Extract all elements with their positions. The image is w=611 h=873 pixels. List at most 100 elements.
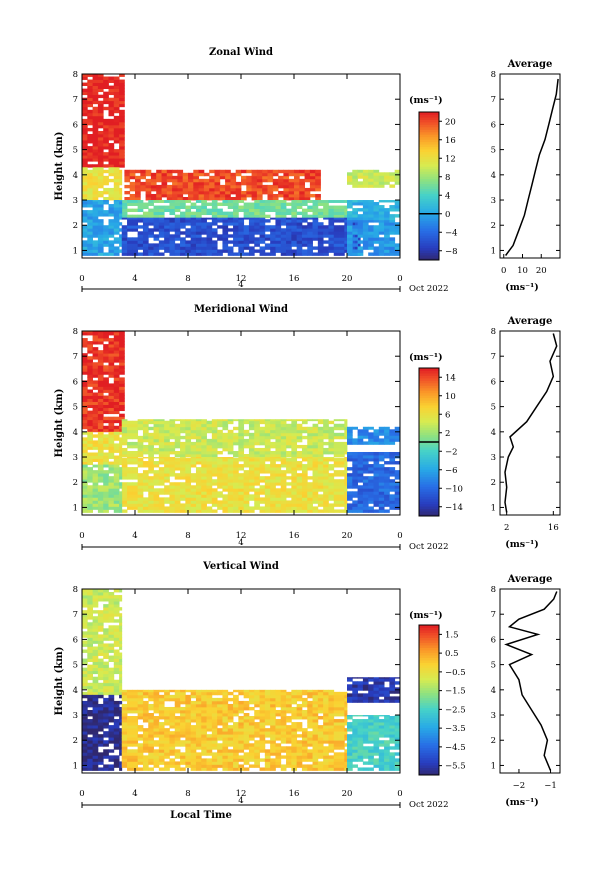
- heatmap-cell: [132, 725, 139, 729]
- heatmap-cell: [82, 746, 88, 750]
- heatmap-cell: [97, 709, 104, 714]
- heatmap-cell: [233, 482, 239, 486]
- heatmap-cell: [97, 652, 104, 656]
- heatmap-cell: [384, 231, 390, 235]
- heatmap-cell: [227, 447, 234, 452]
- heatmap-cell: [389, 231, 396, 235]
- heatmap-cell: [195, 479, 202, 483]
- heatmap-cell: [103, 97, 109, 102]
- heatmap-cell: [339, 432, 345, 437]
- heatmap-cell: [124, 172, 131, 177]
- heatmap-cell: [280, 719, 287, 723]
- heatmap-cell: [169, 737, 176, 741]
- heatmap-cell: [275, 689, 282, 693]
- heatmap-cell: [137, 734, 144, 738]
- heatmap-cell: [352, 441, 358, 445]
- heatmap-cell: [378, 479, 385, 483]
- heatmap-cell: [328, 222, 335, 226]
- heatmap-cell: [243, 243, 250, 247]
- heatmap-cell: [119, 74, 125, 77]
- heatmap-cell: [142, 479, 149, 483]
- heatmap-cell: [286, 461, 292, 465]
- heatmap-cell: [92, 740, 99, 744]
- heatmap-cell: [296, 426, 303, 431]
- heatmap-cell: [185, 737, 192, 741]
- heatmap-cell: [347, 429, 353, 433]
- heatmap-cell: [195, 228, 202, 232]
- heatmap-cell: [227, 716, 234, 720]
- heatmap-cell: [92, 368, 99, 372]
- heatmap-cell: [190, 700, 197, 705]
- heatmap-cell: [161, 178, 168, 183]
- heatmap-cell: [270, 249, 276, 253]
- heatmap-cell: [291, 211, 298, 216]
- heatmap-cell: [286, 728, 292, 732]
- heatmap-cell: [373, 482, 380, 486]
- heatmap-cell: [97, 425, 104, 430]
- heatmap-cell: [259, 234, 266, 238]
- heatmap-cell: [108, 130, 115, 135]
- heatmap-cell: [309, 181, 316, 186]
- heatmap-cell: [206, 476, 213, 480]
- heatmap-cell: [113, 175, 120, 180]
- heatmap-cell: [87, 395, 93, 399]
- heatmap-cell: [275, 219, 282, 223]
- heatmap-cell: [352, 172, 358, 176]
- heatmap-cell: [333, 509, 340, 513]
- heatmap-cell: [97, 758, 104, 762]
- heatmap-cell: [127, 240, 133, 244]
- heatmap-cell: [142, 243, 149, 247]
- heatmap-cell: [132, 461, 139, 465]
- heatmap-cell: [291, 458, 298, 462]
- heatmap-cell: [262, 190, 268, 195]
- heatmap-cell: [164, 479, 170, 483]
- heatmap-cell: [280, 485, 287, 489]
- heatmap-cell: [87, 410, 93, 415]
- heatmap-cell: [97, 338, 104, 342]
- heatmap-cell: [333, 767, 340, 771]
- heatmap-cell: [153, 509, 160, 513]
- heatmap-cell: [328, 719, 335, 723]
- heatmap-cell: [113, 82, 120, 86]
- heatmap-cell: [158, 205, 165, 209]
- heatmap-cell: [153, 438, 160, 443]
- heatmap-cell: [174, 503, 181, 507]
- heatmap-cell: [172, 169, 178, 174]
- heatmap-cell: [286, 234, 292, 238]
- heatmap-cell: [190, 246, 197, 250]
- heatmap-cell: [211, 728, 218, 732]
- heatmap-cell: [339, 482, 345, 486]
- heatmap-cell: [248, 494, 255, 498]
- heatmap-cell: [148, 243, 154, 247]
- heatmap-cell: [177, 187, 184, 192]
- heatmap-cell: [174, 767, 181, 771]
- average-profile-line: [504, 333, 558, 513]
- heatmap-cell: [103, 225, 109, 229]
- heatmap-cell: [222, 214, 229, 219]
- heatmap-cell: [156, 197, 162, 201]
- heatmap-cell: [333, 444, 340, 449]
- heatmap-cell: [344, 464, 348, 468]
- heatmap-cell: [275, 225, 282, 229]
- heatmap-cell: [166, 187, 173, 192]
- heatmap-cell: [323, 694, 329, 699]
- heatmap-cell: [180, 217, 186, 220]
- heatmap-cell: [195, 734, 202, 738]
- heatmap-cell: [248, 691, 255, 696]
- heatmap-cell: [317, 447, 324, 452]
- heatmap-cell: [211, 500, 218, 504]
- colorbar-tick-label: −2: [445, 447, 458, 457]
- heatmap-cell: [158, 419, 165, 422]
- heatmap-cell: [177, 172, 184, 177]
- heatmap-cell: [270, 454, 276, 458]
- heatmap-cell: [347, 482, 353, 486]
- heatmap-cell: [211, 503, 218, 507]
- heatmap-cell: [92, 398, 99, 402]
- heatmap-cell: [87, 347, 93, 351]
- heatmap-cell: [378, 205, 385, 209]
- heatmap-cell: [148, 694, 154, 699]
- heatmap-cell: [121, 217, 128, 220]
- heatmap-cell: [113, 85, 120, 90]
- heatmap-cell: [127, 217, 133, 220]
- heatmap-cell: [92, 130, 99, 135]
